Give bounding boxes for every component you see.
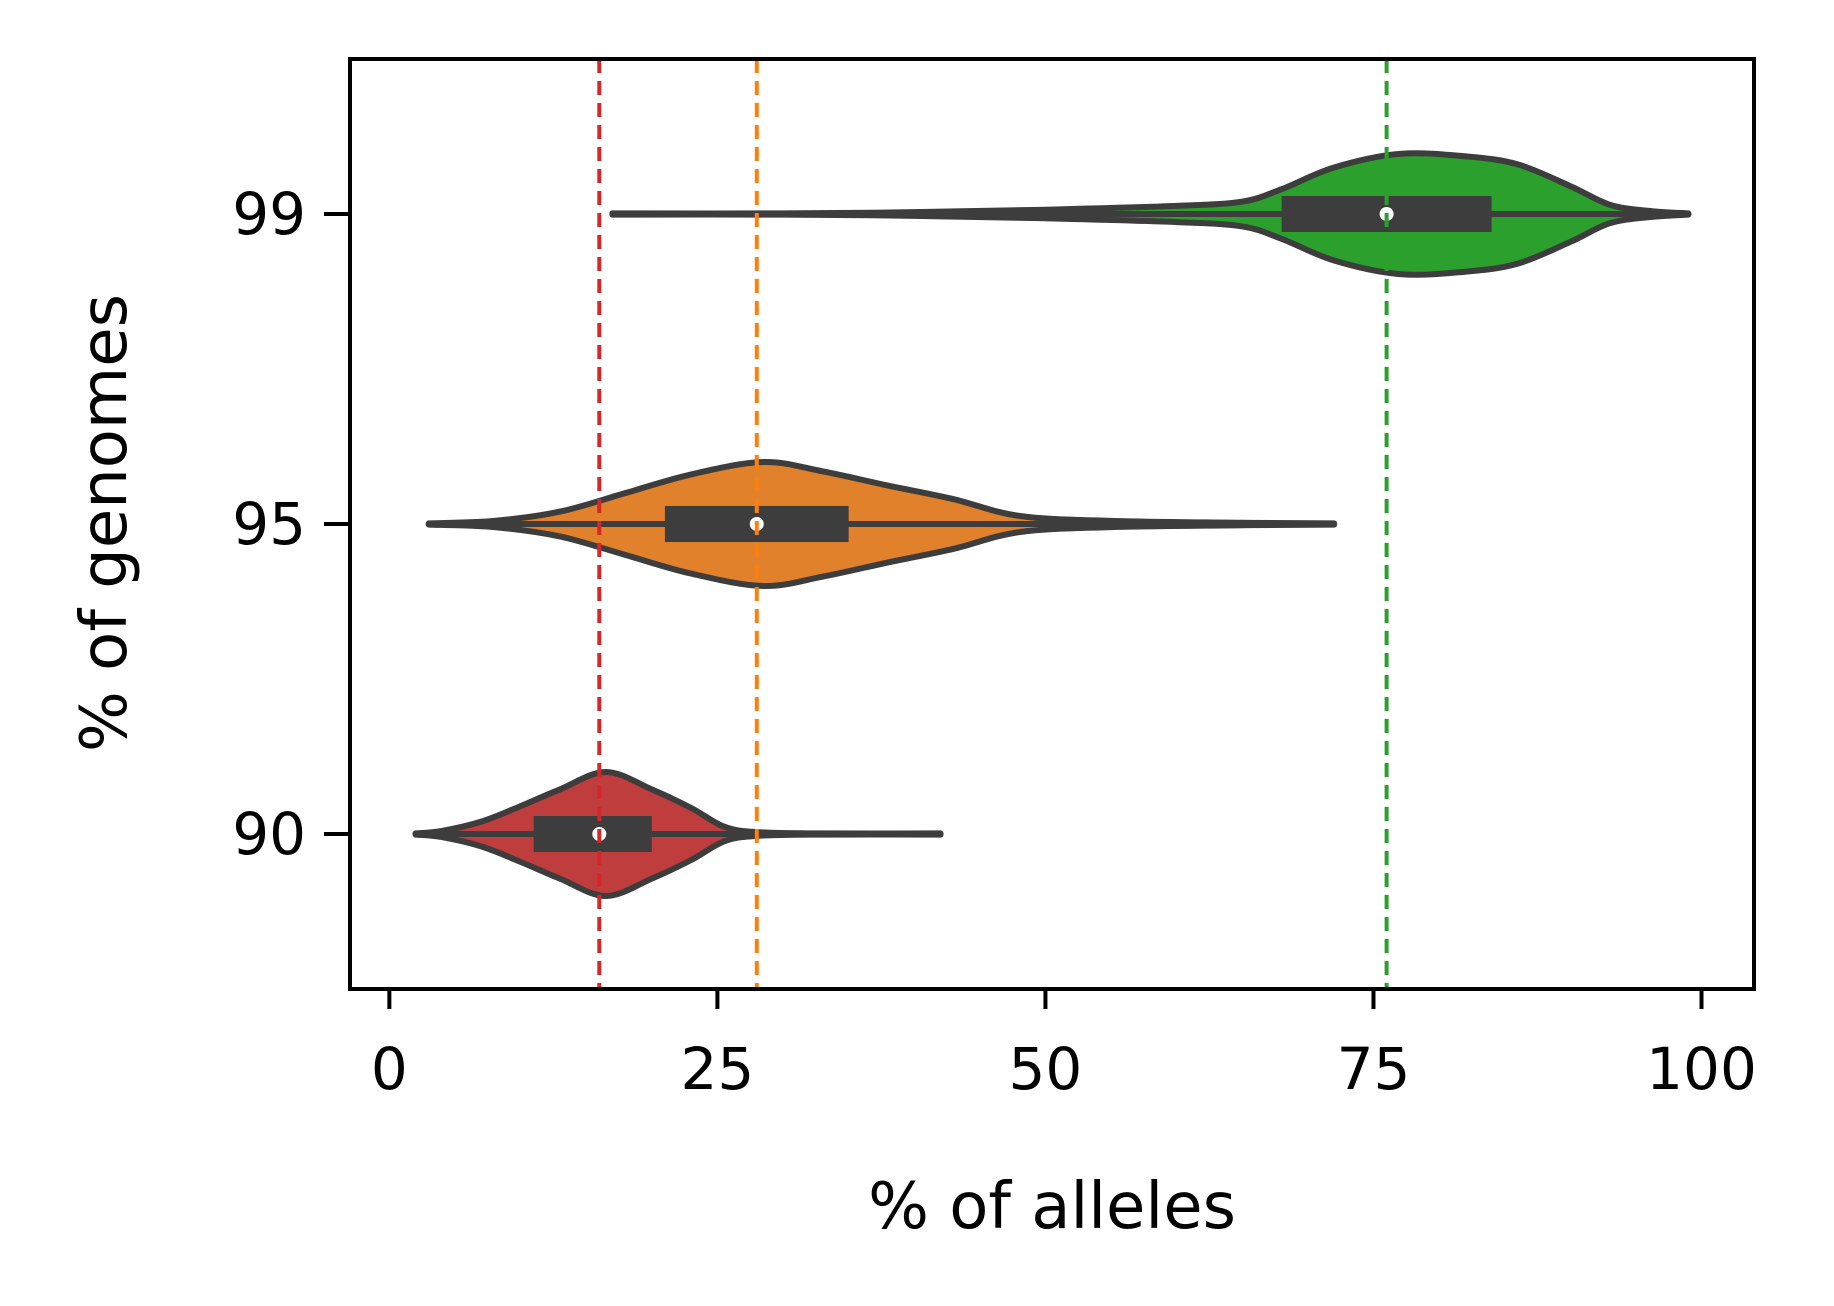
- plot-area: [412, 59, 1692, 989]
- x-tick-label: 75: [1337, 1035, 1411, 1103]
- y-axis-label: % of genomes: [68, 294, 142, 752]
- x-tick-label: 100: [1646, 1035, 1757, 1103]
- y-tick-label: 95: [232, 490, 306, 558]
- y-tick-label: 99: [232, 180, 306, 248]
- x-tick-label: 0: [371, 1035, 408, 1103]
- x-tick-label: 25: [680, 1035, 754, 1103]
- axis-ticks: 0 25 50 75 100 90 95 99: [232, 180, 1757, 1103]
- y-tick-label: 90: [232, 800, 306, 868]
- x-axis-label: % of alleles: [868, 1170, 1236, 1244]
- x-tick-label: 50: [1009, 1035, 1083, 1103]
